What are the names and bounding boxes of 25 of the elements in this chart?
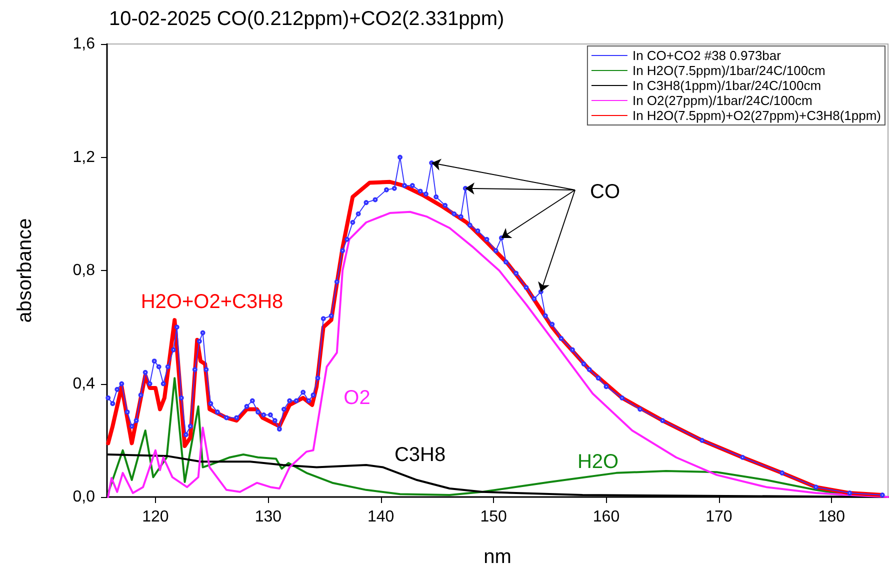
y-tick-label: 1,2 <box>72 148 96 166</box>
y-tick-label: 0,4 <box>72 375 96 392</box>
x-axis-title: nm <box>484 546 512 568</box>
x-tick-label: 140 <box>368 508 394 526</box>
legend-label: In C3H8(1ppm)/1bar/24C/100cm <box>632 78 822 93</box>
x-tick-label: 130 <box>254 508 282 526</box>
annotation: CO <box>590 181 620 203</box>
annotation: O2 <box>344 387 370 409</box>
x-tick-label: 120 <box>142 508 169 526</box>
annotation: H2O <box>577 451 619 473</box>
y-tick-label: 0,8 <box>72 262 96 279</box>
chart-title: 10-02-2025 CO(0.212ppm)+CO2(2.331ppm) <box>109 8 504 30</box>
legend-label: In O2(27ppm)/1bar/24C/100cm <box>632 93 812 108</box>
legend-label: In H2O(7.5ppm)+O2(27ppm)+C3H8(1ppm) <box>632 108 882 123</box>
legend-label: In CO+CO2 #38 0.973bar <box>632 48 782 63</box>
x-tick-label: 170 <box>706 508 732 526</box>
x-tick-label: 150 <box>480 508 507 526</box>
annotation: H2O+O2+C3H8 <box>140 291 284 313</box>
y-tick-label: 0,0 <box>72 488 96 506</box>
x-tick-label: 160 <box>592 508 620 526</box>
annotation: C3H8 <box>394 444 446 466</box>
x-tick-label: 180 <box>818 508 846 526</box>
y-tick-label: 1,6 <box>72 36 96 52</box>
legend-label: In H2O(7.5ppm)/1bar/24C/100cm <box>632 63 826 78</box>
y-axis-title: absorbance <box>14 218 36 323</box>
